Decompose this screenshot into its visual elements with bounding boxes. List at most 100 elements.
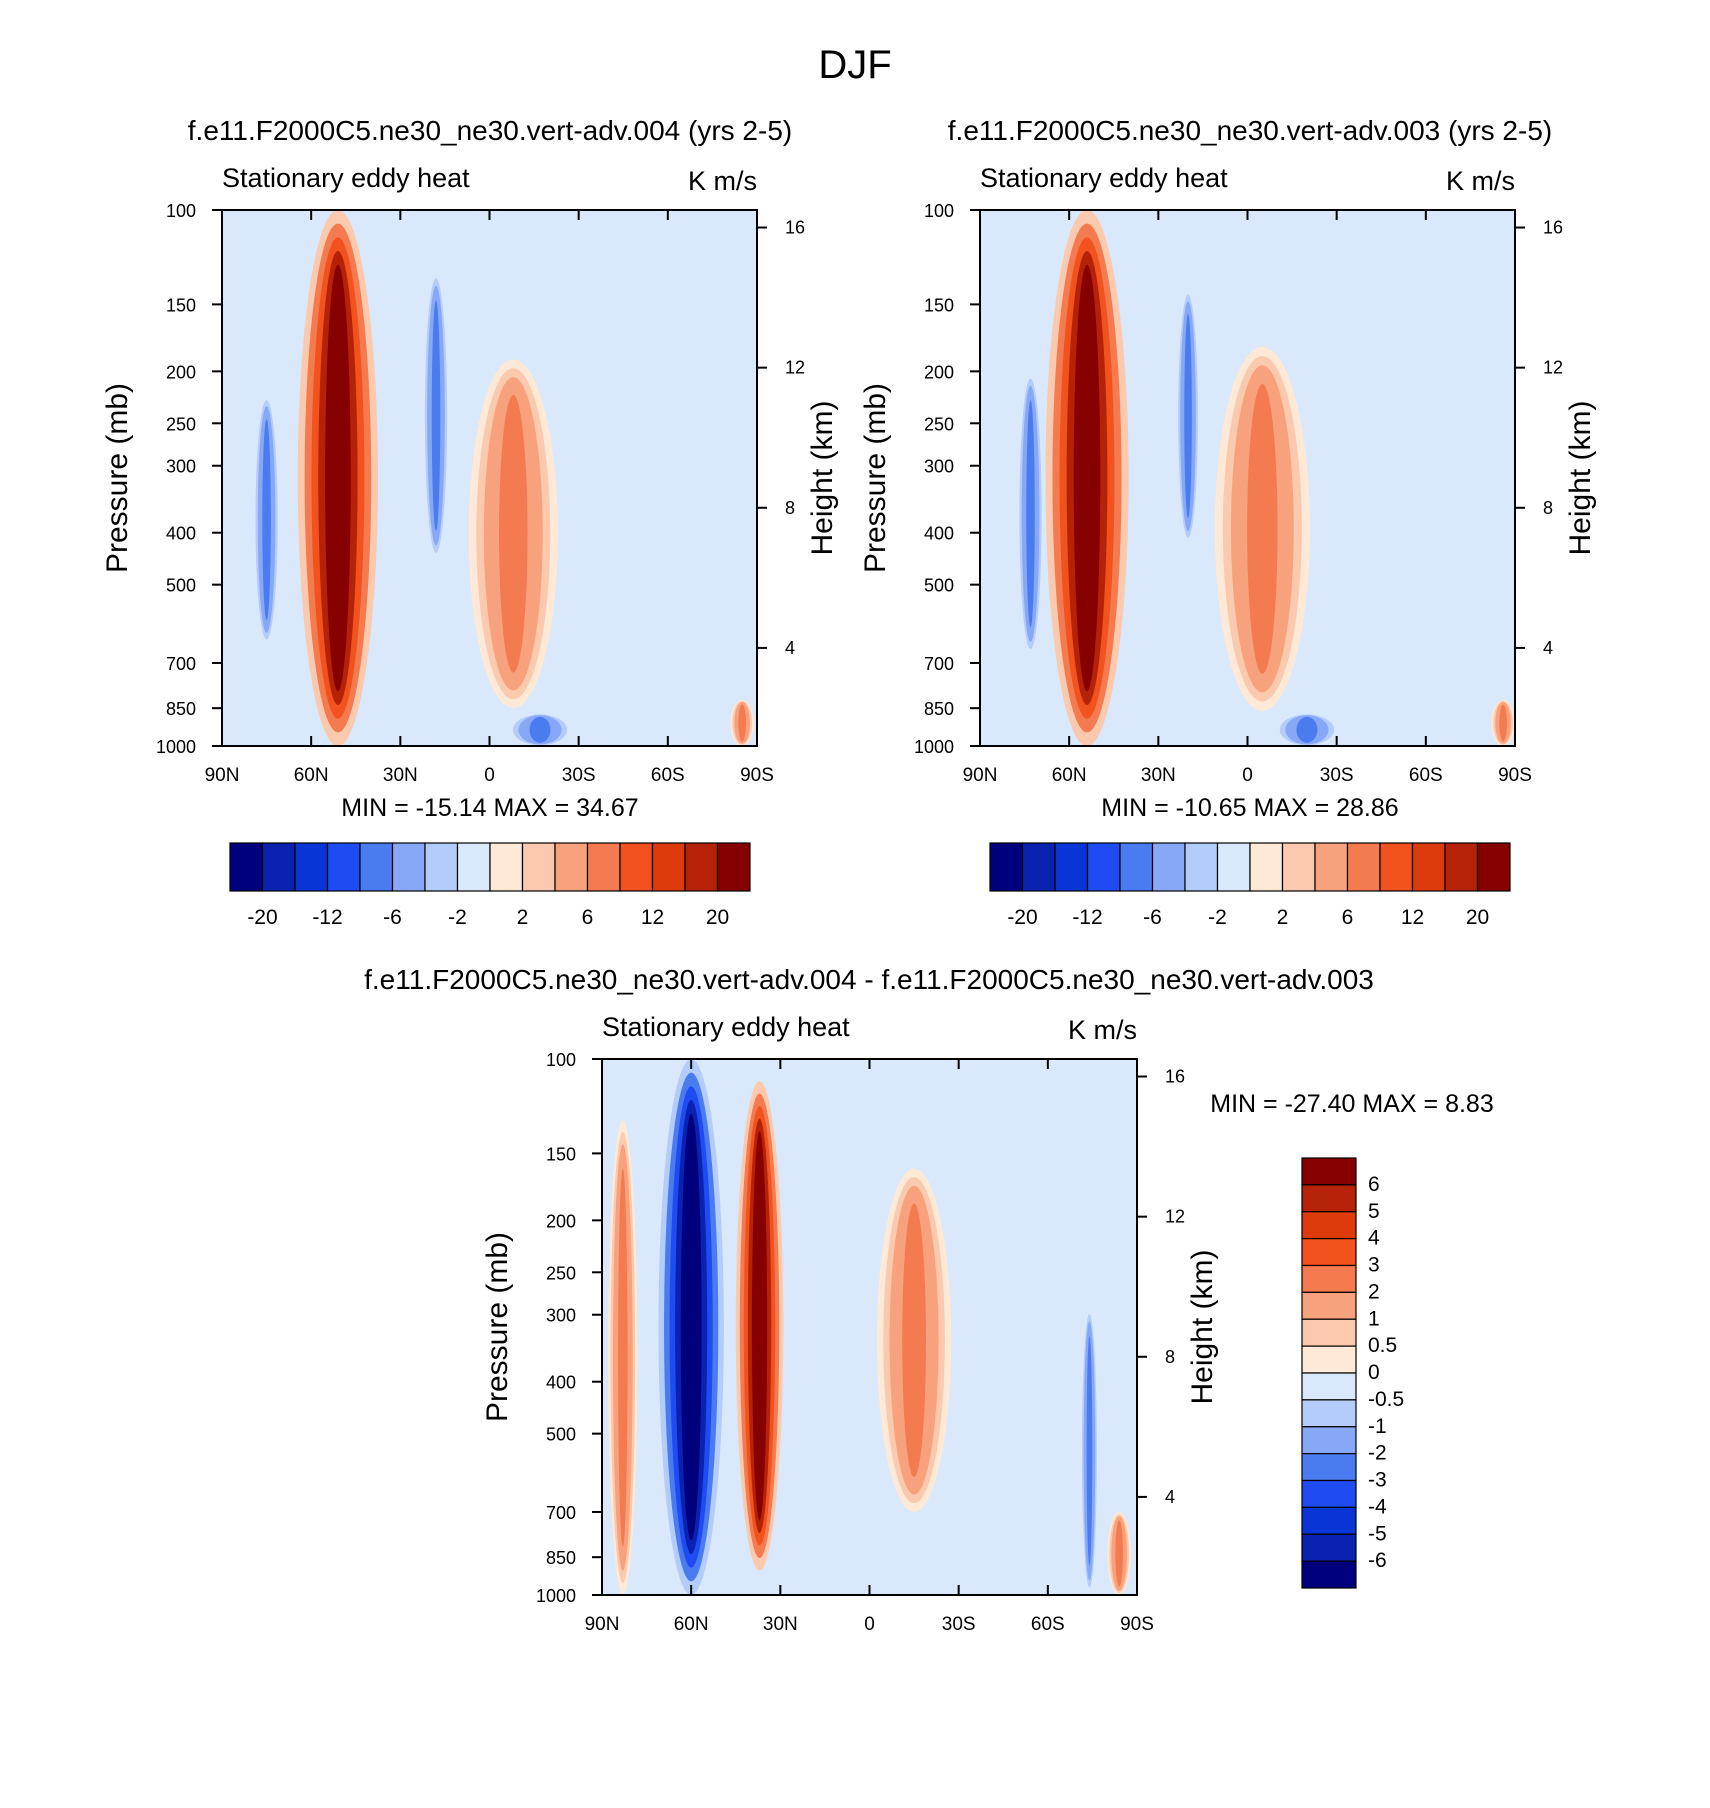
colorbar: 6 5 4 3 2 1 0.5 0 -0.5 -1 -2 -3 -4 -5 -6 [1301,1157,1404,1589]
colorbar-label: 4 [1368,1227,1380,1250]
colorbar-label: -3 [1368,1469,1387,1492]
chart-panel-1: f.e11.F2000C5.ne30_ne30.vert-adv.004 (yr… [101,115,839,929]
colorbar-label: -12 [1072,906,1102,929]
colorbar-label: 6 [1342,906,1354,929]
x-tick-label: 90S [1120,1614,1154,1635]
colorbar-box [1301,1372,1357,1401]
y-tick-label: 500 [166,576,196,596]
colorbar-box [1411,842,1446,892]
chart-panel-3: f.e11.F2000C5.ne30_ne30.vert-adv.004 - f… [364,964,1494,1635]
height-tick-label: 12 [1165,1207,1185,1227]
x-tick-label: 30S [1320,765,1354,786]
y-tick-label: 850 [166,699,196,719]
colorbar-label: -0.5 [1368,1388,1404,1411]
colorbar-box [424,842,459,892]
y-tick-label: 300 [546,1306,576,1326]
x-tick-label: 0 [864,1614,875,1635]
y-tick-label: 500 [924,576,954,596]
contour-tropical-warm-patch [1214,346,1310,711]
height-axis-label: Height (km) [806,400,839,555]
contour-level [738,704,746,742]
x-tick-label: 30N [383,765,418,786]
colorbar-box [1301,1211,1357,1240]
height-tick-label: 4 [1165,1487,1175,1507]
colorbar-box [1216,842,1251,892]
contour-field [607,1059,1132,1595]
colorbar-label: -1 [1368,1415,1387,1438]
colorbar-box [1379,842,1414,892]
chart-panel-2: f.e11.F2000C5.ne30_ne30.vert-adv.003 (yr… [859,115,1597,929]
colorbar-label: 2 [1368,1280,1380,1303]
colorbar-box [1151,842,1186,892]
height-tick-label: 16 [1165,1067,1185,1087]
colorbar-box [716,842,751,892]
colorbar-label: 5 [1368,1200,1380,1223]
colorbar-box [1301,1426,1357,1455]
y-tick-label: 700 [924,654,954,674]
contour-level [431,300,441,531]
colorbar-label: 1 [1368,1307,1380,1330]
contour-main-warm-band [1045,210,1129,746]
colorbar-box [1444,842,1479,892]
left-string: Stationary eddy heat [980,163,1228,193]
y-tick-label: 100 [166,201,196,221]
left-string: Stationary eddy heat [602,1012,850,1042]
left-string: Stationary eddy heat [222,163,470,193]
colorbar-box [1314,842,1349,892]
colorbar-label: 12 [641,906,664,929]
contour-antarctic-warm-spot [1491,699,1515,746]
contour-tropical-warm-patch [876,1168,952,1512]
contour-level [499,394,528,673]
colorbar-box [684,842,719,892]
y-tick-label: 700 [546,1503,576,1523]
y-tick-label: 1000 [156,737,196,757]
x-tick-label: 30S [942,1614,976,1635]
colorbar-label: -2 [1208,906,1227,929]
contour-polar-cool-column [253,393,280,646]
contour-level [1115,1520,1123,1587]
min-max-stats: MIN = -15.14 MAX = 34.67 [341,794,638,822]
contour-level [1499,704,1507,742]
height-tick-label: 16 [785,218,805,238]
y-tick-label: 150 [166,295,196,315]
colorbar-label: 20 [706,906,729,929]
contour-level [680,1113,702,1541]
y-tick-label: 500 [546,1425,576,1445]
colorbar-label: -20 [247,906,277,929]
x-tick-label: 90N [205,765,240,786]
contour-midlat-warm-band [735,1081,784,1571]
contour-polar-cool-column [1017,371,1044,657]
colorbar-box [1301,1533,1357,1562]
x-tick-label: 60S [1409,765,1443,786]
y-tick-label: 150 [546,1144,576,1164]
contour-level [1184,314,1192,518]
contour-level [325,264,351,692]
contour-upper-cool-patch [1176,288,1200,545]
min-max-stats: MIN = -27.40 MAX = 8.83 [1210,1090,1493,1118]
y-tick-label: 200 [546,1211,576,1231]
colorbar-box [1184,842,1219,892]
contour-antarctic-warm-spot [1107,1511,1132,1595]
y-tick-label: 200 [166,362,196,382]
colorbar: -20 -12 -6 -2 2 6 12 20 [989,842,1511,929]
min-max-stats: MIN = -10.65 MAX = 28.86 [1101,794,1398,822]
contour-level [529,716,551,743]
colorbar-box [1301,1291,1357,1320]
x-tick-label: 90N [963,765,998,786]
height-axis-label: Height (km) [1564,400,1597,555]
contour-southern-cool-column [1080,1306,1099,1595]
contour-field [253,210,755,746]
height-tick-label: 16 [1543,218,1563,238]
colorbar-box [1301,1399,1357,1428]
y-tick-label: 1000 [536,1586,576,1606]
colorbar-box [326,842,361,892]
y-tick-label: 400 [546,1373,576,1393]
height-tick-label: 4 [785,638,795,658]
contour-polar-warm-column [607,1120,638,1595]
colorbar: -20 -12 -6 -2 2 6 12 20 [229,842,751,929]
colorbar-box [1301,1506,1357,1535]
colorbar-label: 2 [517,906,529,929]
contour-level [1073,264,1101,692]
contour-upper-cool-patch [422,271,450,561]
